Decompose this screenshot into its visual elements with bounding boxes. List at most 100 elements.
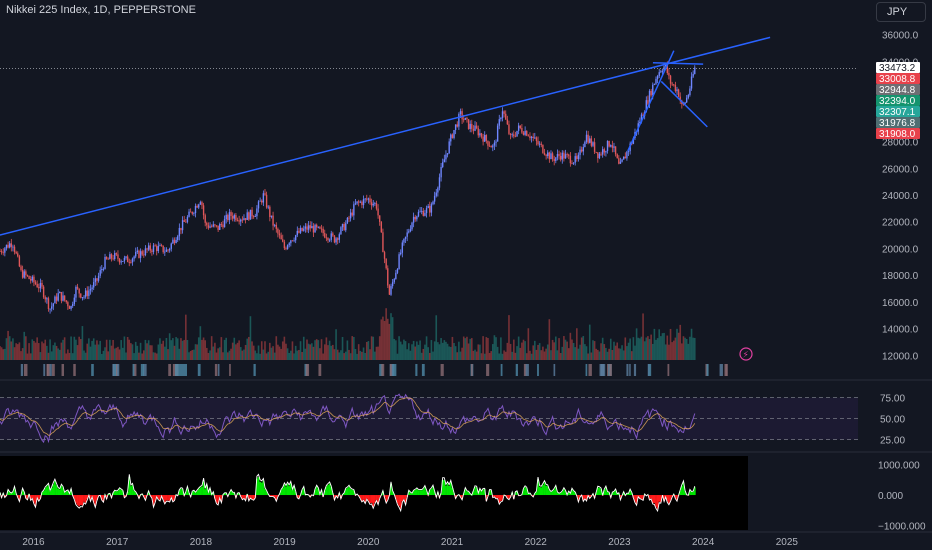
- oscillator-bar: [480, 491, 483, 496]
- event-marker: [633, 364, 637, 376]
- oscillator-bar: [343, 492, 346, 496]
- volume-bar: [430, 340, 433, 360]
- oscillator-bar: [344, 488, 347, 496]
- oscillator-bar: [496, 495, 499, 499]
- volume-bar: [419, 340, 421, 360]
- volume-bar: [278, 346, 281, 360]
- oscillator-bar: [63, 492, 66, 496]
- oscillator-bar: [432, 486, 434, 496]
- oscillator-bar: [37, 495, 40, 501]
- candle-body: [97, 275, 100, 281]
- candle-body: [304, 226, 307, 229]
- volume-bar: [464, 338, 467, 360]
- candle-body: [579, 149, 581, 155]
- candle-body: [15, 251, 17, 254]
- candle-body: [261, 200, 263, 203]
- oscillator-bar: [218, 495, 221, 498]
- currency-selector[interactable]: JPY: [876, 2, 926, 22]
- volume-bar: [251, 341, 253, 360]
- oscillator-bar: [428, 490, 431, 496]
- volume-bar: [162, 340, 164, 360]
- volume-bar: [254, 350, 257, 360]
- volume-bar: [458, 341, 460, 360]
- oscillator-bar: [403, 495, 405, 500]
- volume-bar: [164, 346, 166, 360]
- candle-body: [351, 212, 353, 216]
- volume-bar: [157, 344, 160, 360]
- volume-bar: [260, 341, 263, 360]
- volume-bar: [548, 319, 551, 360]
- candle-body: [273, 224, 276, 226]
- volume-bar: [611, 349, 614, 360]
- oscillator-bar: [213, 495, 216, 499]
- volume-bar: [449, 346, 452, 360]
- candle-body: [198, 204, 200, 208]
- oscillator-bar: [121, 490, 124, 496]
- volume-bar: [613, 341, 615, 360]
- time-axis-label: 2022: [525, 537, 548, 548]
- candle-body: [380, 221, 383, 233]
- candle-body: [102, 268, 105, 270]
- volume-bar: [60, 342, 63, 360]
- oscillator-bar: [220, 495, 223, 502]
- volume-bar: [204, 340, 206, 360]
- volume-bar: [323, 344, 326, 360]
- candle-body: [125, 256, 127, 258]
- volume-bar: [454, 346, 457, 360]
- volume-bar: [58, 349, 61, 360]
- volume-bar: [435, 315, 438, 360]
- candle-body: [480, 133, 483, 137]
- candle-body: [425, 207, 428, 214]
- candle-body: [120, 261, 122, 263]
- oscillator-bar: [73, 495, 76, 499]
- candle-body: [309, 225, 311, 229]
- candle-body: [324, 233, 326, 238]
- candle-body: [382, 232, 384, 253]
- candle-body: [671, 83, 673, 85]
- volume-bar: [311, 343, 313, 360]
- candle-body: [118, 258, 121, 263]
- oscillator-bar: [469, 493, 472, 496]
- volume-bar: [256, 353, 258, 360]
- oscillator-bar: [243, 495, 245, 498]
- time-axis-label: 2017: [106, 537, 129, 548]
- candle-body: [485, 134, 488, 141]
- volume-bar: [227, 352, 229, 360]
- volume-bar: [67, 349, 69, 360]
- candle-body: [306, 226, 308, 230]
- candle-body: [469, 123, 471, 129]
- volume-bar: [608, 348, 610, 360]
- volume-bar: [407, 343, 410, 360]
- candle-body: [341, 224, 344, 228]
- volume-bar: [412, 340, 415, 360]
- candle-body: [471, 123, 473, 129]
- volume-bar: [202, 337, 205, 360]
- volume-bar: [206, 347, 208, 360]
- volume-bar: [97, 344, 100, 360]
- volume-bar: [110, 345, 113, 360]
- candle-body: [332, 233, 334, 236]
- candle-body: [70, 306, 72, 309]
- volume-bar: [567, 348, 570, 360]
- oscillator-bar: [86, 495, 89, 500]
- candle-body: [144, 248, 147, 255]
- volume-bar: [168, 333, 171, 360]
- volume-bar: [197, 337, 200, 360]
- volume-bar: [525, 353, 528, 360]
- oscillator-bar: [449, 482, 452, 496]
- candle-body: [685, 97, 688, 103]
- oscillator-bar: [128, 477, 131, 496]
- candle-body: [535, 137, 538, 141]
- volume-bar: [651, 343, 654, 360]
- candle-body: [353, 204, 355, 216]
- oscillator-bar: [196, 490, 199, 496]
- oscillator-bar: [472, 491, 475, 496]
- candle-body: [498, 119, 500, 126]
- candle-body: [131, 258, 134, 263]
- volume-bar: [546, 344, 549, 360]
- candle-body: [375, 203, 378, 209]
- volume-bar: [154, 352, 156, 360]
- oscillator-bar: [596, 487, 599, 496]
- volume-bar: [55, 345, 58, 360]
